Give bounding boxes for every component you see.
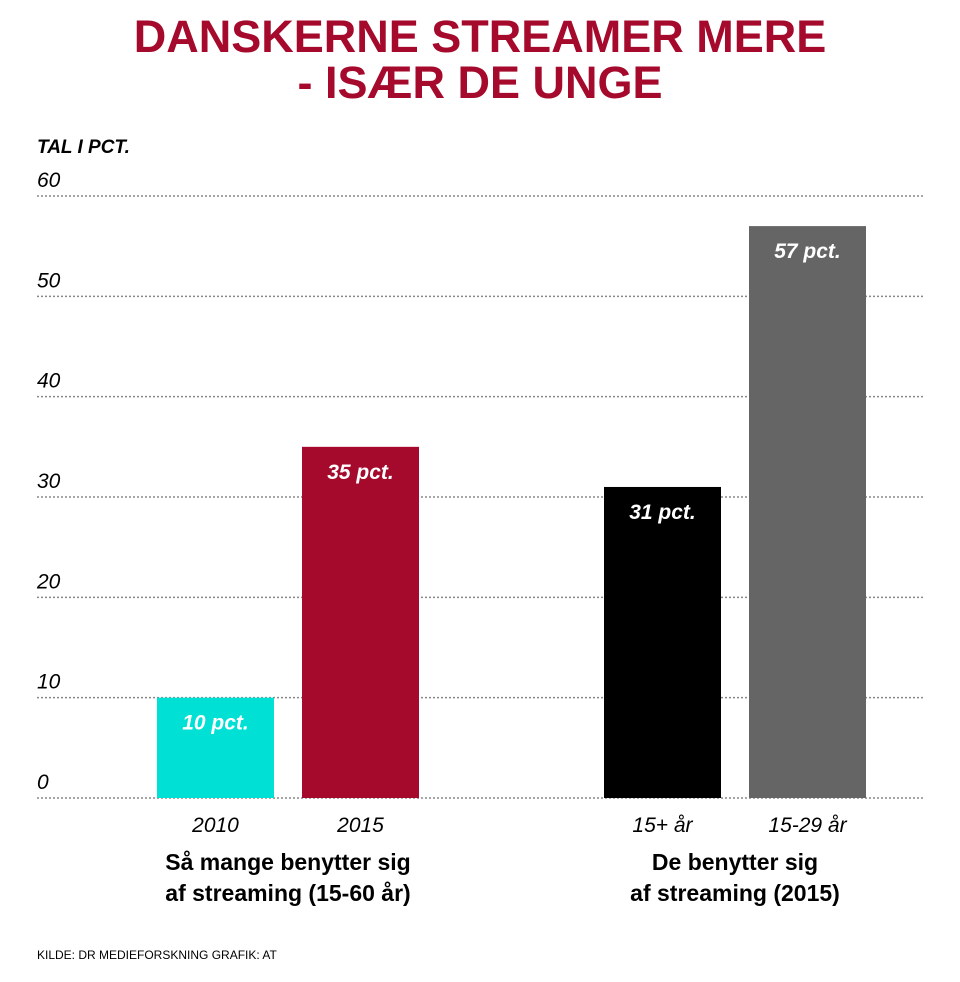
y-tick-label: 50 bbox=[37, 269, 61, 292]
group-label: af streaming (15-60 år) bbox=[165, 880, 410, 906]
y-tick-label: 60 bbox=[37, 169, 61, 192]
bar-value-label: 57 pct. bbox=[774, 240, 841, 263]
y-tick-label: 40 bbox=[37, 370, 61, 393]
y-tick-label: 30 bbox=[37, 470, 61, 493]
bar bbox=[302, 446, 419, 798]
bar bbox=[157, 697, 274, 798]
group-label: De benytter sig bbox=[652, 849, 818, 875]
group-label: Så mange benytter sig bbox=[165, 849, 410, 875]
chart-title: - ISÆR DE UNGE bbox=[297, 57, 662, 108]
group-label: af streaming (2015) bbox=[630, 880, 840, 906]
y-tick-label: 0 bbox=[37, 771, 49, 794]
bar bbox=[604, 486, 721, 798]
bar bbox=[749, 226, 866, 799]
source-note: KILDE: DR MEDIEFORSKNING GRAFIK: AT bbox=[37, 948, 277, 962]
x-tick-label: 2010 bbox=[191, 814, 239, 837]
x-tick-label: 2015 bbox=[336, 814, 384, 837]
bar-value-label: 31 pct. bbox=[629, 501, 696, 524]
x-tick-label: 15-29 år bbox=[768, 814, 847, 837]
bar-value-label: 10 pct. bbox=[182, 712, 249, 735]
chart-title: DANSKERNE STREAMER MERE bbox=[134, 11, 827, 62]
y-tick-label: 10 bbox=[37, 671, 61, 694]
bar-value-label: 35 pct. bbox=[327, 461, 394, 484]
y-axis-label: TAL I PCT. bbox=[37, 137, 130, 158]
x-tick-label: 15+ år bbox=[632, 814, 693, 837]
y-tick-label: 20 bbox=[36, 570, 61, 593]
